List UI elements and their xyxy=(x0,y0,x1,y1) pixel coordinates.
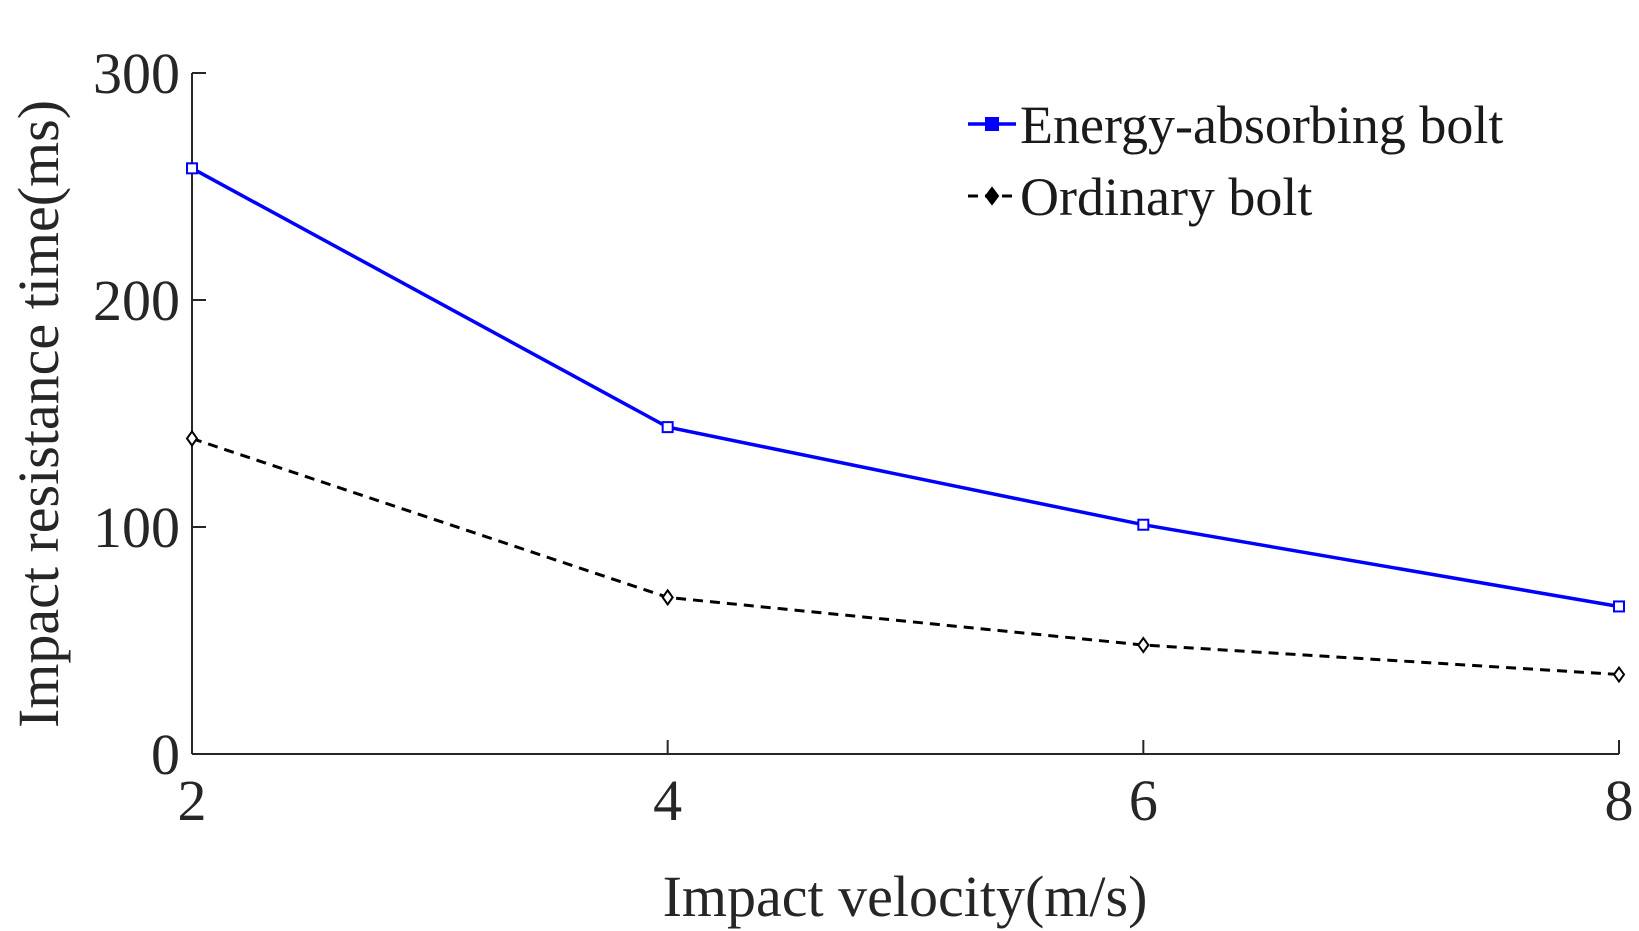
data-point-ordinary-bolt xyxy=(1137,636,1150,654)
legend-marker-square xyxy=(985,117,999,131)
series-line-energy-absorbing-bolt xyxy=(191,166,1620,609)
y-tick-label: 200 xyxy=(93,268,180,333)
data-point-ordinary-bolt xyxy=(1612,665,1626,684)
y-axis-label: Impact resistance time(ms) xyxy=(6,100,71,728)
data-point-ordinary-bolt xyxy=(661,588,674,607)
y-tick-label: 300 xyxy=(93,41,180,106)
y-tick-label: 100 xyxy=(93,495,180,560)
series-line-ordinary-bolt xyxy=(191,437,1620,676)
x-tick-label: 2 xyxy=(178,768,207,833)
legend-item-energy-absorbing-bolt: Energy-absorbing bolt xyxy=(968,95,1503,155)
data-point-energy-absorbing-bolt xyxy=(1613,600,1625,613)
data-point-ordinary-bolt xyxy=(185,429,199,448)
y-tick-label: 0 xyxy=(151,722,180,787)
x-tick-label: 4 xyxy=(653,768,682,833)
legend-label-energy-absorbing-bolt: Energy-absorbing bolt xyxy=(1020,95,1503,155)
axes xyxy=(191,73,1619,755)
legend-marker-diamond xyxy=(984,186,1000,206)
x-tick-label: 6 xyxy=(1129,768,1158,833)
x-axis-label: Impact velocity(m/s) xyxy=(663,864,1148,929)
series-lines xyxy=(191,166,1620,676)
legend-item-ordinary-bolt: Ordinary bolt xyxy=(968,167,1312,227)
x-tick-label: 8 xyxy=(1605,768,1634,833)
data-point-energy-absorbing-bolt xyxy=(1137,518,1150,531)
legend: Energy-absorbing bolt Ordinary bolt xyxy=(968,95,1503,227)
legend-label-ordinary-bolt: Ordinary bolt xyxy=(1020,167,1312,227)
ticks: 0 100 200 300 2 4 6 8 xyxy=(93,41,1634,833)
series-markers xyxy=(185,162,1626,684)
data-point-energy-absorbing-bolt xyxy=(661,421,674,434)
data-point-energy-absorbing-bolt xyxy=(186,162,198,175)
